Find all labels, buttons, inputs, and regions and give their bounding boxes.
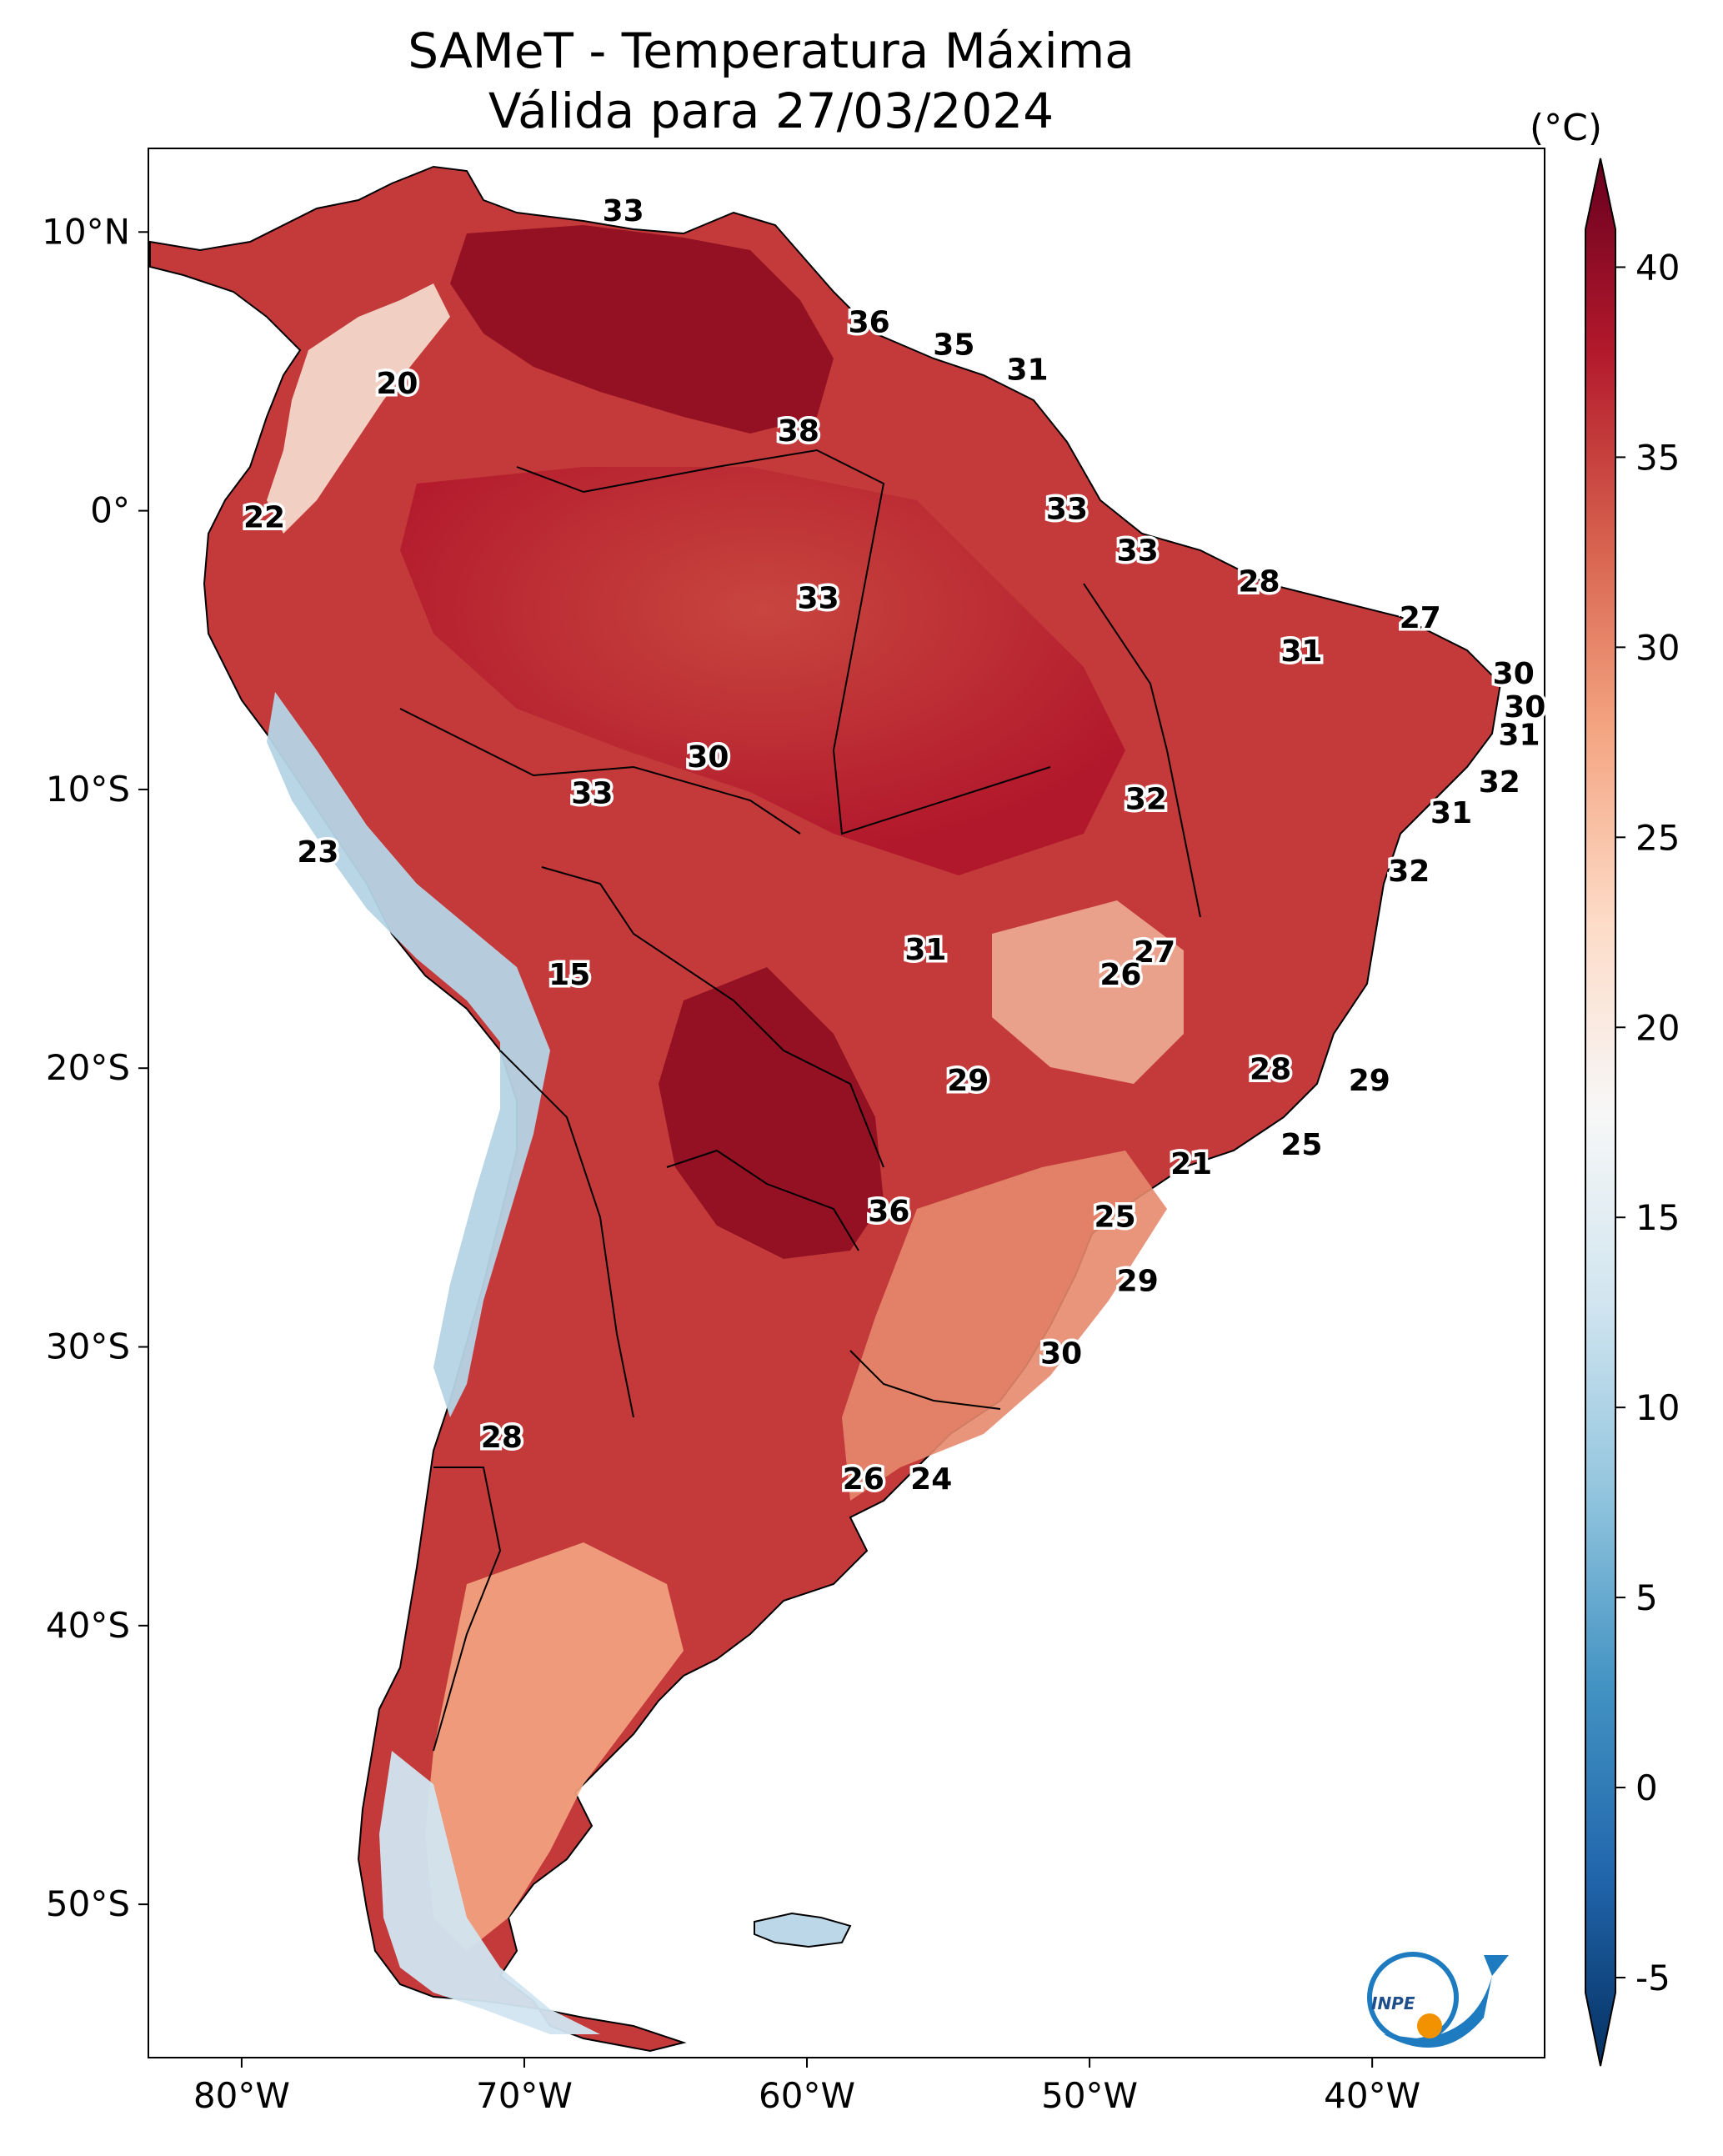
northern-hot-zone xyxy=(450,225,834,434)
temperature-label: 26 xyxy=(1099,958,1141,992)
colorbar-body xyxy=(1585,158,1616,2067)
temperature-label: 29 xyxy=(1349,1064,1390,1098)
temperature-label: 25 xyxy=(1094,1201,1136,1235)
patagonia-mild xyxy=(425,1542,684,1951)
temperature-label: 23 xyxy=(297,835,338,870)
colorbar-tick-label: 15 xyxy=(1635,1197,1680,1238)
temperature-label: 35 xyxy=(933,328,974,362)
temperature-label: 30 xyxy=(1504,690,1545,725)
colorbar-tick-label: 25 xyxy=(1635,817,1680,858)
temperature-label: 20 xyxy=(376,367,418,401)
temperature-label: 31 xyxy=(1498,718,1540,752)
temperature-label: 27 xyxy=(1400,601,1441,635)
temperature-label: 31 xyxy=(1006,353,1048,387)
title-line-1: SAMeT - Temperatura Máxima xyxy=(408,23,1134,79)
temperature-label: 30 xyxy=(687,740,729,775)
temperature-label: 32 xyxy=(1388,855,1430,889)
colorbar-tick-label: 40 xyxy=(1635,247,1680,288)
colorbar-tick-label: 10 xyxy=(1635,1387,1680,1428)
y-tick-label: 50°S xyxy=(46,1883,130,1924)
temperature-label: 28 xyxy=(1250,1053,1291,1087)
temperature-label: 38 xyxy=(778,414,819,449)
temperature-label: 33 xyxy=(798,582,839,616)
colorbar: 40 35 30 25 20 15 10 5 0 -5 xyxy=(1585,158,1680,2067)
y-tick-label: 40°S xyxy=(46,1605,130,1646)
temperature-label: 24 xyxy=(910,1462,952,1497)
longitude-axis: 80°W 70°W 60°W 50°W 40°W xyxy=(193,2058,1420,2116)
title-line-2: Válida para 27/03/2024 xyxy=(488,83,1054,139)
temperature-label: 15 xyxy=(548,958,590,992)
x-tick-label: 70°W xyxy=(476,2075,573,2116)
temperature-label: 22 xyxy=(243,501,285,535)
temperature-label: 33 xyxy=(1046,493,1088,527)
temperature-label: 31 xyxy=(904,933,946,967)
latitude-axis: 10°N 0° 10°S 20°S 30°S 40°S 50°S xyxy=(42,211,148,1924)
temperature-label: 27 xyxy=(1134,935,1175,970)
y-tick-label: 30°S xyxy=(46,1326,130,1367)
colombian-andes-cool xyxy=(267,283,450,534)
colorbar-tick-label: 5 xyxy=(1635,1577,1658,1618)
temperature-label: 33 xyxy=(603,194,644,228)
colorbar-tick-label: 0 xyxy=(1635,1767,1658,1808)
andes-cold-strip xyxy=(267,692,550,1417)
inpe-logo: INPE xyxy=(1367,1952,1509,2048)
amazon-region xyxy=(400,467,1125,875)
logo-text: INPE xyxy=(1371,1993,1415,2013)
colorbar-ticks: 40 35 30 25 20 15 10 5 0 -5 xyxy=(1615,247,1680,1998)
temperature-label: 30 xyxy=(1040,1337,1082,1371)
temperature-label: 29 xyxy=(947,1064,989,1098)
colorbar-tick-label: -5 xyxy=(1635,1958,1670,1998)
temperature-label: 32 xyxy=(1479,765,1520,800)
continent xyxy=(149,165,1502,2053)
colorbar-tick-label: 20 xyxy=(1635,1007,1680,1048)
temperature-label: 33 xyxy=(571,777,613,811)
falkland-islands xyxy=(754,1912,852,1948)
temperature-label: 28 xyxy=(1238,565,1280,599)
temperature-label: 25 xyxy=(1280,1128,1322,1162)
southern-brazil-mild xyxy=(842,1151,1167,1501)
x-tick-label: 40°W xyxy=(1324,2075,1420,2116)
temperature-label: 32 xyxy=(1125,782,1167,816)
southern-andes-cold xyxy=(379,1751,600,2034)
colorbar-tick-label: 30 xyxy=(1635,627,1680,668)
temperature-label: 26 xyxy=(843,1462,884,1497)
colorbar-tick-label: 35 xyxy=(1635,437,1680,478)
y-tick-label: 20°S xyxy=(46,1047,130,1088)
southeast-brazil-mild xyxy=(992,900,1184,1084)
y-tick-label: 0° xyxy=(90,490,130,531)
map-frame xyxy=(148,148,1545,2058)
temperature-label: 30 xyxy=(1493,657,1535,691)
temperature-label: 28 xyxy=(481,1421,523,1455)
x-tick-label: 80°W xyxy=(193,2075,290,2116)
logo-arrow xyxy=(1384,1955,1509,2048)
temperature-label: 33 xyxy=(1117,534,1159,569)
y-tick-label: 10°N xyxy=(42,211,130,252)
temperature-label: 31 xyxy=(1280,634,1322,669)
x-tick-label: 60°W xyxy=(759,2075,855,2116)
logo-dot xyxy=(1417,2013,1442,2038)
map-title: SAMeT - Temperatura Máxima Válida para 2… xyxy=(0,21,1542,141)
chaco-hot-zone xyxy=(659,967,884,1259)
temperature-label: 31 xyxy=(1430,796,1472,830)
y-tick-label: 10°S xyxy=(46,769,130,810)
x-tick-label: 50°W xyxy=(1041,2075,1138,2116)
country-borders xyxy=(399,449,1201,1752)
temperature-label: 21 xyxy=(1170,1147,1212,1181)
temperature-label: 29 xyxy=(1117,1265,1159,1299)
temperature-label: 36 xyxy=(849,306,890,340)
temperature-label: 36 xyxy=(868,1195,909,1229)
colorbar-unit: (°C) xyxy=(1530,107,1603,149)
